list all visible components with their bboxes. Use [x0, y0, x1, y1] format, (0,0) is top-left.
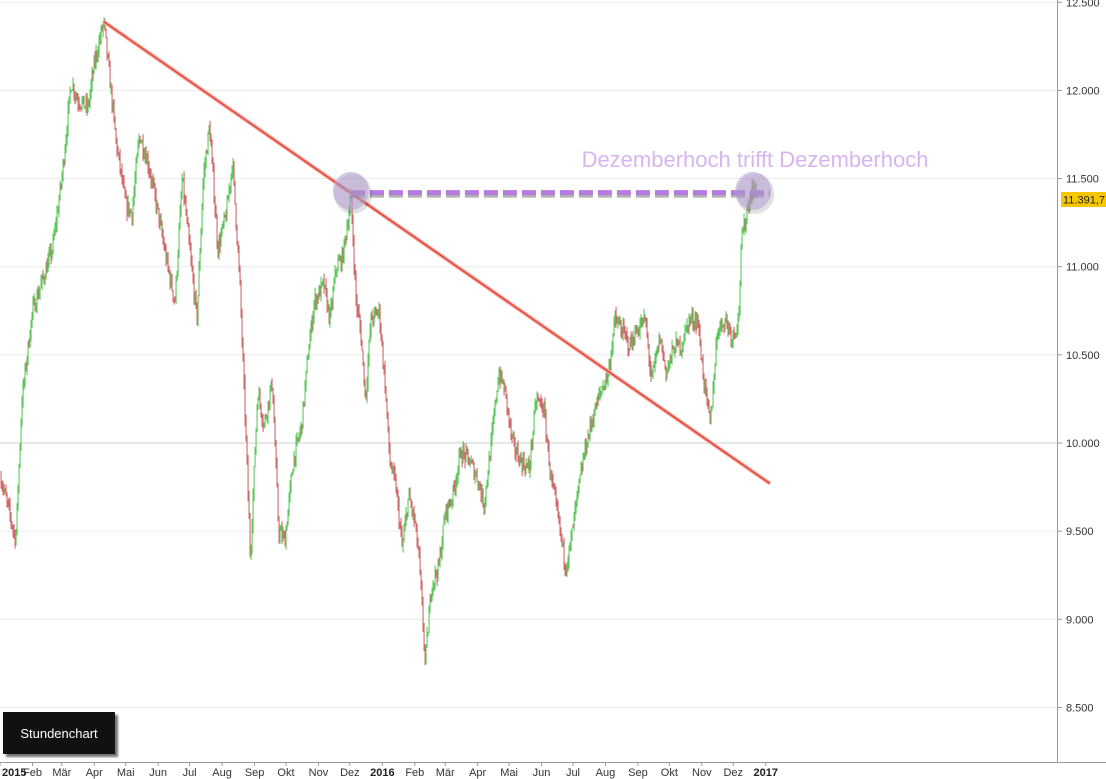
- y-tick-label: 10.500: [1066, 350, 1100, 362]
- x-tick-label: Feb: [405, 767, 424, 779]
- x-tick-label: Apr: [86, 767, 103, 779]
- x-tick-label: Aug: [212, 767, 232, 779]
- x-tick-label: 2017: [753, 767, 777, 779]
- y-tick-label: 8.500: [1066, 702, 1094, 714]
- candles: [0, 17, 757, 666]
- overlay-lines: [102, 19, 772, 486]
- x-tick-label: 2015: [2, 767, 26, 779]
- highlight-marker: [735, 171, 772, 210]
- y-tick-label: 11.500: [1066, 174, 1099, 186]
- x-tick-label: Jun: [533, 767, 551, 779]
- x-tick-label: Dez: [723, 767, 743, 779]
- x-tick-label: Dez: [340, 767, 360, 779]
- x-tick-label: Aug: [596, 767, 616, 779]
- x-tick-label: Okt: [277, 767, 294, 779]
- last-price-label: 11.391,7: [1063, 195, 1105, 207]
- x-tick-label: Mär: [436, 767, 455, 779]
- trendline: [103, 20, 771, 485]
- x-tick-label: Jul: [566, 767, 580, 779]
- y-tick-label: 12.000: [1066, 85, 1100, 97]
- highlight-markers: [332, 171, 775, 214]
- x-tick-label: Jun: [149, 767, 167, 779]
- y-tick-label: 11.000: [1066, 262, 1099, 274]
- last-price-tag-bg: [1061, 192, 1106, 207]
- grid-lines: [0, 1, 1057, 708]
- x-tick-label: Apr: [469, 767, 486, 779]
- x-tick-label: Sep: [628, 767, 648, 779]
- x-tick-label: Feb: [23, 767, 42, 779]
- x-tick-label: Mai: [500, 767, 518, 779]
- x-tick-label: Nov: [692, 767, 712, 779]
- x-tick-label: Mai: [117, 767, 135, 779]
- highlight-marker: [332, 171, 369, 210]
- x-tick-label: Nov: [309, 767, 329, 779]
- y-tick-label: 12.500: [1066, 0, 1100, 9]
- y-tick-label: 9.000: [1066, 614, 1094, 626]
- x-tick-label: Okt: [661, 767, 678, 779]
- x-tick-label: 2016: [370, 767, 394, 779]
- x-tick-label: Jul: [183, 767, 197, 779]
- x-tick-label: Mär: [52, 767, 71, 779]
- chart-annotation: Dezemberhoch trifft Dezemberhoch: [582, 147, 929, 172]
- x-tick-label: Sep: [245, 767, 265, 779]
- y-tick-label: 10.000: [1066, 438, 1100, 450]
- last-price-tag: 11.391,7: [1061, 192, 1106, 207]
- timeframe-badge[interactable]: Stundenchart: [3, 712, 115, 754]
- y-tick-label: 9.500: [1066, 526, 1094, 538]
